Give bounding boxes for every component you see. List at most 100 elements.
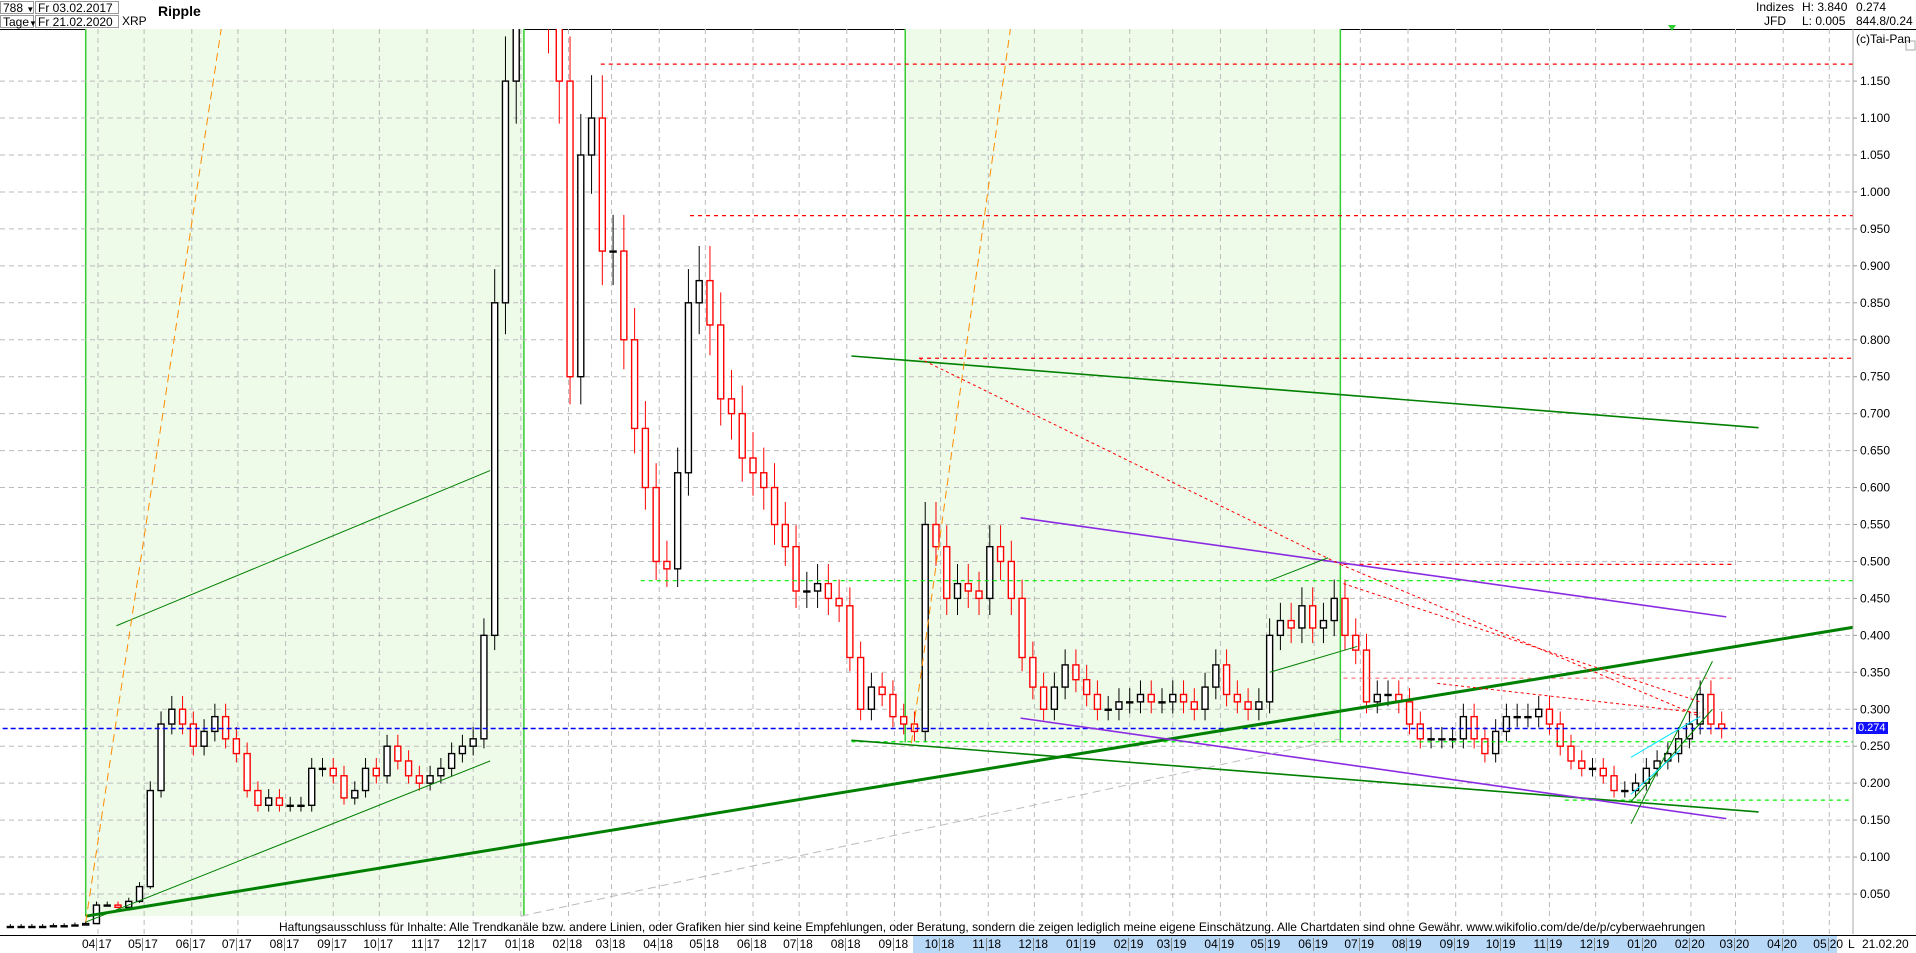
x-tick-month: 08	[269, 937, 283, 951]
candle-up	[1276, 619, 1285, 637]
x-tick-label: 09 19	[1440, 938, 1469, 952]
x-tick-year: 19	[1502, 937, 1516, 951]
candle-down	[254, 789, 262, 807]
x-tick-month: 07	[1344, 937, 1358, 951]
candle-down	[1233, 693, 1242, 703]
x-tick-year: 18	[1034, 937, 1049, 951]
candle-up	[587, 117, 596, 156]
candle-up	[1050, 686, 1059, 710]
last-value: 0.274	[1856, 0, 1887, 14]
candle-down	[1007, 560, 1016, 600]
x-tick-label: 02 19	[1114, 938, 1143, 952]
x-tick-label: 06 18	[737, 937, 767, 952]
candle-down	[189, 723, 198, 747]
candle-down	[275, 797, 284, 807]
candle-down	[749, 457, 757, 474]
candle-down	[663, 560, 671, 570]
x-tick-separator	[424, 938, 426, 952]
x-tick-year: 18	[894, 937, 909, 951]
candle-up	[211, 715, 219, 733]
candle-up	[1524, 715, 1532, 719]
candle-up	[921, 523, 929, 733]
candle-up	[803, 590, 811, 593]
candle-up	[458, 745, 467, 755]
y-tick-label: 0.400	[1860, 628, 1890, 642]
candle-down	[1179, 693, 1188, 703]
candle-up	[60, 925, 68, 928]
candle-up	[1201, 686, 1209, 710]
x-tick-year: 20	[1643, 937, 1657, 951]
candle-down	[1556, 723, 1564, 747]
candle-up	[1685, 723, 1694, 740]
candle-up	[1115, 701, 1123, 710]
candle-up	[297, 804, 305, 808]
x-tick-separator	[1312, 938, 1314, 952]
x-tick-separator	[938, 938, 940, 952]
x-tick-label: 08 17	[269, 937, 299, 952]
candle-down	[1610, 775, 1618, 792]
candle-down	[824, 582, 833, 600]
axis-selection-highlight	[912, 936, 1838, 953]
candle-down	[566, 80, 574, 378]
x-tick-year: 19	[1266, 937, 1281, 951]
chevron-down-icon: ▼	[29, 19, 37, 28]
candle-up	[1448, 738, 1457, 741]
x-tick-separator	[1546, 938, 1548, 952]
x-tick-month: 03	[1156, 937, 1171, 951]
x-tick-year: 18	[705, 937, 720, 951]
date-to-field[interactable]: Fr 21.02.2020	[35, 15, 119, 29]
candle-up	[135, 885, 144, 903]
candle-down	[232, 738, 241, 755]
x-tick-label: 07 17	[222, 938, 252, 952]
x-tick-separator	[566, 938, 568, 952]
candle-down	[178, 708, 187, 725]
date-from-field[interactable]: Fr 03.02.2017	[35, 1, 119, 15]
x-tick-month: 05	[689, 937, 703, 951]
highlight-zone	[905, 29, 1341, 743]
candle-up	[1373, 693, 1381, 703]
candle-up	[103, 904, 111, 907]
x-tick-label: 03 18	[596, 938, 625, 952]
y-tick-label: 0.200	[1860, 776, 1890, 790]
chevron-down-icon: ▼	[26, 5, 35, 14]
candle-down	[889, 693, 897, 718]
candle-up	[490, 302, 499, 637]
trendline	[910, 29, 1011, 744]
y-tick-label: 0.550	[1860, 518, 1890, 532]
x-tick-label: 07 19	[1344, 937, 1374, 952]
x-tick-year: 18	[753, 937, 767, 951]
candle-up	[1265, 634, 1274, 703]
candle-down	[546, 0, 552, 7]
x-tick-separator	[519, 938, 521, 952]
candle-down	[899, 715, 908, 725]
x-tick-year: 19	[1220, 937, 1235, 951]
y-tick-label: 0.900	[1860, 259, 1890, 273]
trendline	[85, 760, 491, 923]
x-tick-separator	[703, 938, 705, 952]
x-tick-month: 01	[1627, 937, 1641, 951]
candle-up	[168, 708, 176, 725]
x-tick-label: 05 17	[128, 938, 158, 952]
x-tick-year: 19	[1082, 937, 1096, 951]
x-tick-year: 20	[1783, 937, 1797, 951]
x-tick-month: 12	[457, 937, 471, 951]
candle-up	[986, 545, 994, 600]
y-tick-label: 0.050	[1860, 887, 1890, 901]
x-tick-separator	[892, 938, 894, 952]
x-tick-month: 03	[1719, 937, 1733, 951]
bars-count-dropdown[interactable]: 788 ▼	[0, 1, 35, 15]
candle-down	[996, 545, 1005, 563]
x-tick-year: 18	[659, 937, 673, 951]
x-tick-year: 19	[1595, 937, 1610, 951]
candle-down	[1481, 738, 1489, 755]
candle-down	[1147, 693, 1155, 703]
trendline	[851, 739, 1759, 813]
candle-down	[932, 523, 940, 548]
period-dropdown[interactable]: Tage▼	[0, 15, 37, 29]
x-tick-separator	[1641, 938, 1643, 952]
x-tick-separator	[96, 938, 98, 952]
candle-up	[867, 686, 876, 710]
x-tick-label: 08 19	[1392, 938, 1422, 952]
